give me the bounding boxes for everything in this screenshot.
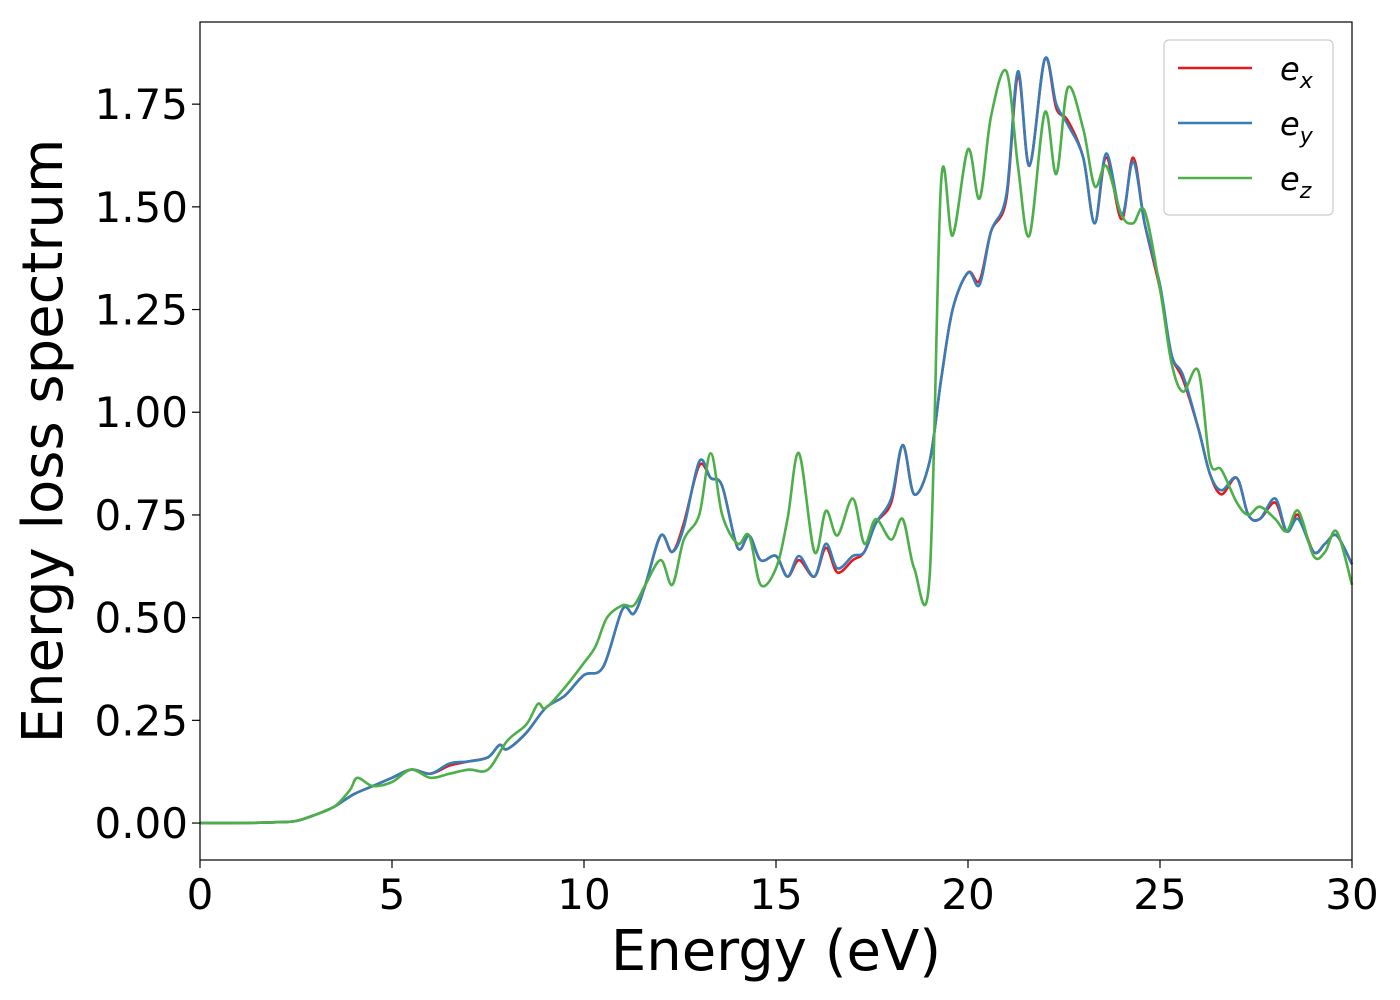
- x-tick-label: 15: [749, 870, 802, 919]
- legend-label-subscript: y: [1299, 124, 1314, 149]
- y-tick-label: 0.75: [94, 491, 188, 540]
- legend-label-base: e: [1280, 105, 1300, 143]
- x-axis-title: Energy (eV): [611, 919, 941, 984]
- legend-label-subscript: x: [1299, 69, 1314, 94]
- x-tick-label: 0: [187, 870, 214, 919]
- plot-series: [199, 56, 1354, 825]
- y-tick-label: 0.00: [94, 799, 188, 848]
- y-tick-label: 1.25: [94, 286, 188, 335]
- y-tick-label: 0.25: [94, 696, 188, 745]
- legend-label-base: e: [1280, 160, 1300, 198]
- x-tick-label: 30: [1325, 870, 1378, 919]
- legend-box: [1163, 39, 1334, 216]
- legend-label-base: e: [1280, 50, 1300, 88]
- legend-label-z: ez: [1280, 160, 1312, 204]
- x-tick-label: 5: [379, 870, 406, 919]
- y-axis-title: Energy loss spectrum: [11, 139, 76, 744]
- y-tick-label: 1.00: [94, 388, 188, 437]
- y-tick-label: 1.50: [94, 183, 188, 232]
- x-tick-label: 25: [1133, 870, 1186, 919]
- series-line-z: [199, 68, 1354, 825]
- y-axis-ticks: 0.00 0.25 0.50 0.75 1.00 1.25 1.50 1.75: [94, 80, 200, 848]
- legend-label-subscript: z: [1299, 179, 1312, 204]
- y-tick-label: 1.75: [94, 80, 188, 129]
- x-tick-label: 10: [557, 870, 610, 919]
- x-tick-label: 20: [941, 870, 994, 919]
- y-tick-label: 0.50: [94, 594, 188, 643]
- legend-label-x: ex: [1280, 50, 1314, 94]
- series-line-y: [199, 56, 1354, 825]
- x-axis-ticks: 0 5 10 15 20 25 30: [187, 860, 1379, 919]
- legend-label-y: ey: [1280, 105, 1314, 149]
